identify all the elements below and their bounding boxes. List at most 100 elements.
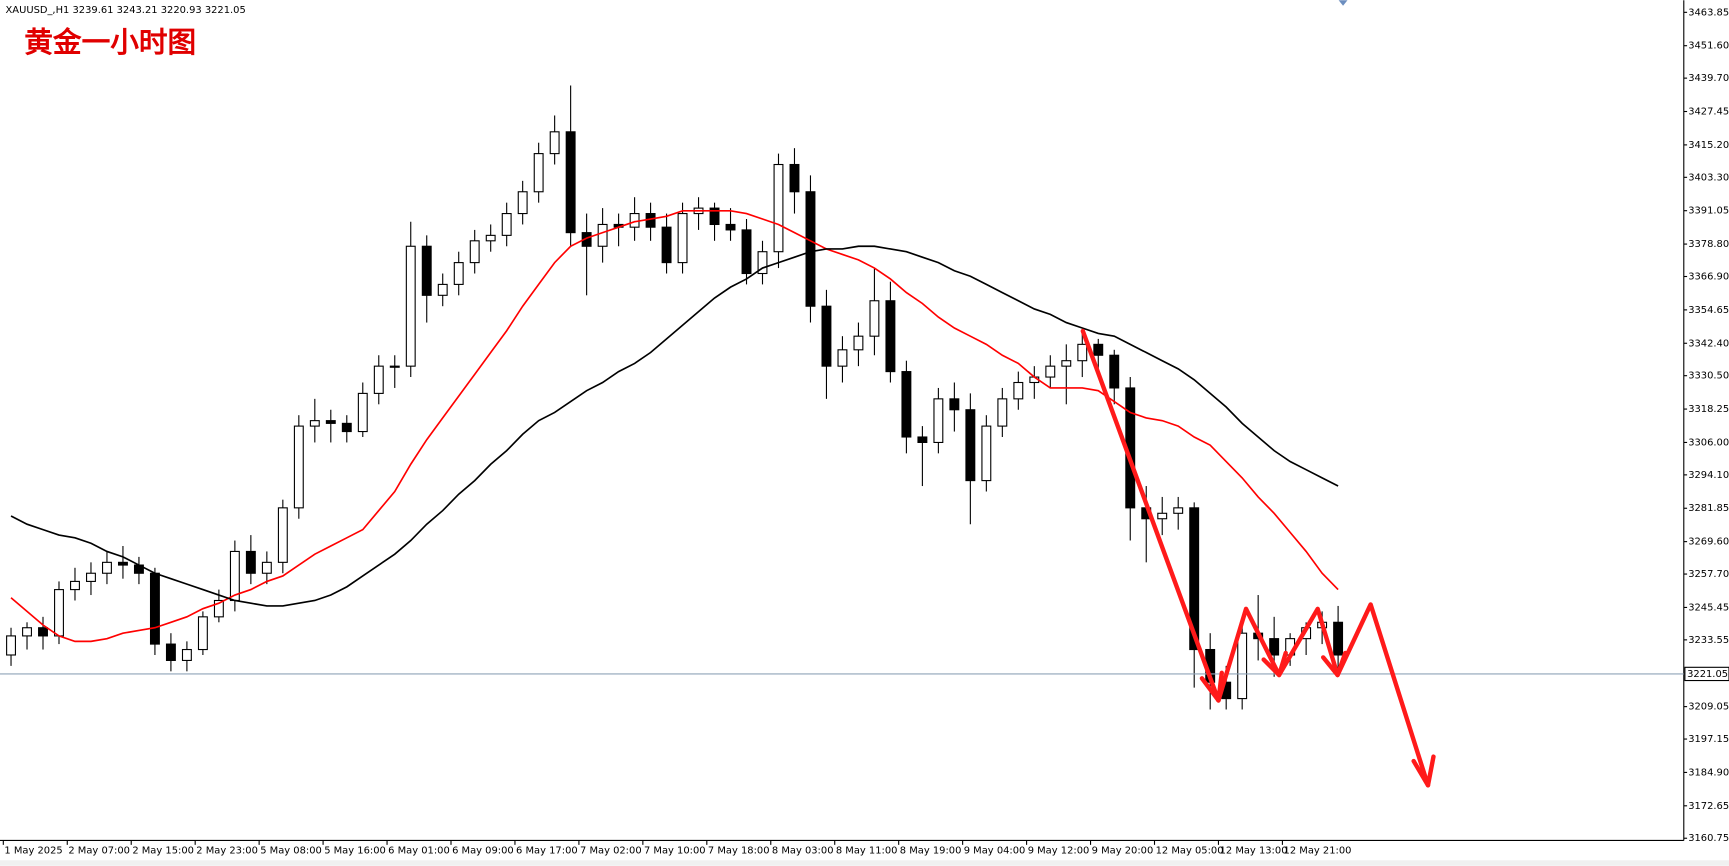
candle-body <box>1045 365 1056 378</box>
candle-body <box>22 627 32 637</box>
candle-body <box>485 234 496 242</box>
candle-body <box>117 561 128 566</box>
moving-average <box>10 245 1339 607</box>
y-tick-label: 3366.90 <box>1688 272 1729 283</box>
candle-body <box>661 226 672 264</box>
candle-body <box>565 131 576 234</box>
candle-body <box>70 580 80 591</box>
y-tick-label: 3415.20 <box>1688 140 1729 151</box>
y-tick-label: 3233.55 <box>1688 635 1729 646</box>
x-tick-label: 9 May 20:00 <box>1092 845 1154 856</box>
y-tick-label: 3269.60 <box>1688 537 1729 548</box>
x-tick-label: 6 May 01:00 <box>388 845 450 856</box>
candle-body <box>101 561 112 574</box>
candle-body <box>789 163 800 193</box>
x-tick-label: 7 May 02:00 <box>580 845 642 856</box>
x-tick-label: 2 May 15:00 <box>132 845 194 856</box>
candle-body <box>725 223 736 231</box>
candle-body <box>1333 621 1344 656</box>
candle-body <box>245 550 256 574</box>
y-tick-label: 3391.05 <box>1688 206 1729 217</box>
candle-body <box>469 240 480 264</box>
candle-body <box>709 207 720 226</box>
candle-body <box>869 300 880 337</box>
candle-body <box>197 616 208 651</box>
candle-body <box>741 229 752 275</box>
candle-body <box>805 191 816 307</box>
candle-body <box>261 561 272 574</box>
arrow-head <box>1321 650 1348 678</box>
x-tick-label: 9 May 12:00 <box>1028 845 1090 856</box>
candle-body <box>837 349 848 367</box>
x-tick-label: 8 May 03:00 <box>772 845 834 856</box>
current-price-label: 3221.05 <box>1687 669 1728 680</box>
candle-body <box>677 213 688 264</box>
candle-body <box>86 572 96 582</box>
y-tick-label: 3463.85 <box>1688 7 1729 18</box>
candle-body <box>1061 360 1072 367</box>
candle-body <box>421 245 432 296</box>
x-tick-label: 2 May 23:00 <box>196 845 258 856</box>
y-tick-label: 3318.25 <box>1688 404 1729 415</box>
candle-body <box>597 223 608 247</box>
candle-body <box>1269 638 1280 656</box>
x-tick-label: 8 May 11:00 <box>836 845 898 856</box>
x-tick-label: 8 May 19:00 <box>900 845 962 856</box>
y-tick-label: 3427.45 <box>1688 107 1729 118</box>
candle-body <box>773 163 784 253</box>
x-tick-label: 7 May 10:00 <box>644 845 706 856</box>
candle-body <box>1109 354 1120 389</box>
candle-body <box>1189 507 1200 651</box>
y-tick-label: 3257.70 <box>1688 569 1729 580</box>
y-tick-label: 3160.75 <box>1688 833 1729 844</box>
x-tick-label: 12 May 05:00 <box>1156 845 1224 856</box>
candle-body <box>357 392 368 433</box>
y-tick-label: 3172.65 <box>1688 801 1729 812</box>
plot-area: 3463.85 3451.60 3439.70 3427.45 3415.20 3403.… <box>0 7 1729 856</box>
candle-body <box>54 589 64 637</box>
candle-body <box>821 305 832 367</box>
candle-body <box>325 420 336 424</box>
candle-body <box>213 599 224 618</box>
candle-body <box>933 398 944 443</box>
candle-body <box>533 153 544 193</box>
candle-body <box>1157 512 1168 520</box>
chart-title: 黄金一小时图 <box>24 25 196 59</box>
candle-body <box>181 648 192 661</box>
y-tick-label: 3439.70 <box>1688 73 1729 84</box>
x-tick-label: 7 May 18:00 <box>708 845 770 856</box>
candle-body <box>885 300 896 373</box>
candle-body <box>981 425 992 482</box>
candle-body <box>1077 343 1088 362</box>
moving-average <box>10 210 1339 643</box>
x-tick-label: 6 May 17:00 <box>516 845 578 856</box>
x-tick-label: 5 May 16:00 <box>324 845 386 856</box>
candle-body <box>6 635 16 656</box>
y-tick-label: 3197.15 <box>1688 734 1729 745</box>
candle-body <box>517 191 528 215</box>
candle-body <box>501 213 512 236</box>
candle-body <box>853 335 864 351</box>
y-tick-label: 3330.50 <box>1688 371 1729 382</box>
arrow-head <box>1261 650 1288 678</box>
candle-body <box>389 365 400 368</box>
candle-body <box>1173 507 1184 514</box>
candle-body <box>549 131 560 155</box>
y-tick-label: 3209.05 <box>1688 702 1729 713</box>
y-tick-label: 3184.90 <box>1688 767 1729 778</box>
bottom-strip <box>0 860 1729 866</box>
candle-body <box>949 398 960 411</box>
arrow <box>1216 602 1431 788</box>
candle-body <box>373 365 384 394</box>
y-tick-label: 3378.80 <box>1688 239 1729 250</box>
y-tick-label: 3403.30 <box>1688 172 1729 183</box>
y-tick-label: 3354.65 <box>1688 305 1729 316</box>
current-price-box <box>1684 666 1729 682</box>
candle-body <box>997 398 1008 427</box>
forecast-arrows <box>1080 328 1436 788</box>
candle-body <box>965 409 976 482</box>
candle-body <box>405 245 416 367</box>
candle-body <box>149 572 160 645</box>
y-tick-label: 3451.60 <box>1688 41 1729 52</box>
